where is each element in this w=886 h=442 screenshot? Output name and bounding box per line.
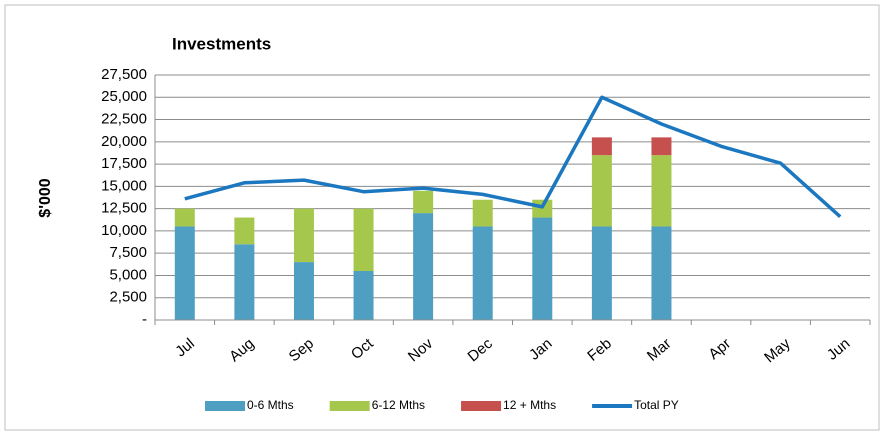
y-tick-label: 2,500 xyxy=(109,289,147,306)
bar xyxy=(174,208,195,227)
bar xyxy=(532,199,553,218)
bar xyxy=(472,226,493,320)
y-tick-label: 25,000 xyxy=(101,88,147,105)
y-tick-label: 15,000 xyxy=(101,177,147,194)
y-tick-label: 22,500 xyxy=(101,111,147,128)
bar xyxy=(532,217,553,320)
bar xyxy=(651,137,672,156)
bar xyxy=(234,244,255,320)
y-tick-label: - xyxy=(142,311,147,328)
y-tick-label: 17,500 xyxy=(101,155,147,172)
y-tick-label: 12,500 xyxy=(101,200,147,217)
y-tick-label: 10,000 xyxy=(101,222,147,239)
bar xyxy=(413,213,434,320)
bar xyxy=(651,226,672,320)
bar xyxy=(472,199,493,227)
legend-label: Total PY xyxy=(634,398,679,412)
bar xyxy=(234,217,255,245)
bar xyxy=(591,155,612,227)
legend-label: 6-12 Mths xyxy=(372,398,425,412)
bar xyxy=(591,137,612,156)
bar xyxy=(353,208,374,271)
bar xyxy=(293,262,314,320)
y-tick-label: 7,500 xyxy=(109,244,147,261)
y-tick-label: 20,000 xyxy=(101,133,147,150)
line xyxy=(184,95,842,218)
bar xyxy=(591,226,612,320)
legend-swatch xyxy=(461,401,502,411)
bar xyxy=(651,155,672,227)
legend-swatch xyxy=(329,401,370,411)
y-tick-label: 27,500 xyxy=(101,66,147,83)
legend-label: 12 + Mths xyxy=(503,398,556,412)
bar xyxy=(293,208,314,263)
y-axis-label: $'000 xyxy=(37,178,54,218)
bar xyxy=(353,271,374,320)
legend-label: 0-6 Mths xyxy=(247,398,294,412)
legend-swatch xyxy=(205,401,245,411)
bar xyxy=(174,226,195,320)
y-tick-label: 5,000 xyxy=(109,266,147,283)
chart-title: Investments xyxy=(172,34,271,53)
chart-border xyxy=(4,4,880,431)
bar xyxy=(413,190,434,214)
